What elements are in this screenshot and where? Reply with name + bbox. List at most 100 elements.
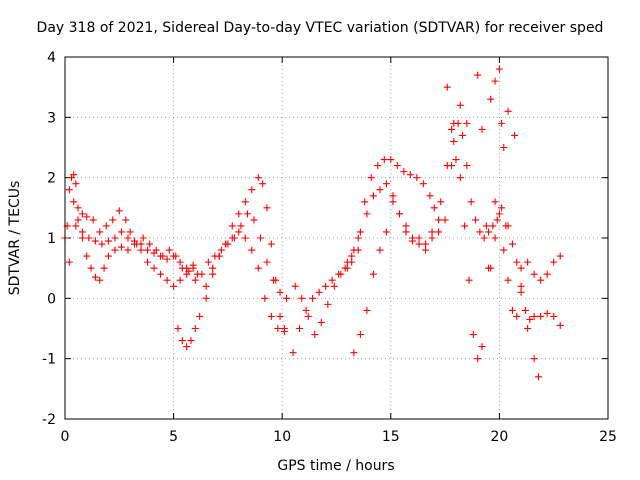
data-point	[87, 264, 95, 272]
data-point	[330, 282, 338, 290]
data-point	[144, 246, 152, 254]
data-point	[78, 234, 86, 242]
data-point	[517, 264, 525, 272]
data-point	[280, 328, 288, 336]
series-arc-i	[348, 101, 471, 260]
data-point	[74, 216, 82, 224]
data-point	[137, 246, 145, 254]
data-point	[508, 306, 516, 314]
data-point	[395, 210, 403, 218]
data-point	[400, 168, 408, 176]
data-point	[491, 77, 499, 85]
data-point	[174, 325, 182, 332]
data-point	[524, 258, 532, 266]
data-point	[241, 198, 249, 206]
data-point	[550, 312, 558, 320]
series-arc-a	[61, 171, 197, 275]
data-point	[435, 216, 443, 224]
data-point	[402, 222, 410, 230]
data-point	[91, 273, 99, 281]
data-point	[276, 288, 284, 296]
data-point	[550, 258, 558, 266]
data-point	[217, 246, 225, 254]
data-point	[448, 162, 456, 170]
data-point	[163, 255, 171, 263]
data-point	[517, 288, 525, 296]
data-point	[72, 180, 80, 188]
data-point	[274, 325, 282, 332]
chart-title: Day 318 of 2021, Sidereal Day-to-day VTE…	[37, 20, 604, 36]
data-point	[235, 228, 243, 236]
data-point	[296, 325, 304, 332]
data-point	[469, 331, 477, 339]
data-point	[450, 137, 458, 145]
data-point	[389, 192, 397, 200]
data-point	[235, 210, 243, 218]
data-point	[495, 210, 503, 218]
data-point	[537, 312, 545, 320]
y-tick-label: 4	[47, 50, 56, 66]
y-axis-label: SDTVAR / TECUs	[7, 181, 23, 296]
data-point	[513, 312, 521, 320]
data-point	[376, 246, 384, 254]
data-point	[117, 243, 125, 251]
data-point	[467, 198, 475, 206]
series-arc-f	[202, 228, 288, 336]
data-point	[315, 288, 323, 296]
data-point	[500, 246, 508, 254]
data-point	[124, 246, 132, 254]
data-point	[256, 234, 264, 242]
data-point	[409, 237, 417, 245]
data-point	[350, 246, 358, 254]
data-point	[222, 240, 230, 248]
plot-frame	[64, 56, 609, 420]
data-point	[183, 270, 191, 278]
data-point	[104, 237, 112, 245]
data-point	[96, 228, 104, 236]
data-point	[493, 216, 501, 224]
data-point	[530, 355, 538, 363]
data-point	[543, 270, 551, 278]
data-point	[415, 234, 423, 242]
data-point	[109, 216, 117, 224]
data-point	[441, 216, 449, 224]
data-point	[202, 282, 210, 290]
data-point	[191, 325, 199, 332]
data-point	[526, 315, 534, 323]
data-point	[115, 207, 123, 215]
data-point	[311, 331, 319, 339]
data-point	[491, 234, 499, 242]
data-point	[430, 204, 438, 212]
data-point	[126, 228, 134, 236]
data-point	[498, 204, 506, 212]
data-point	[393, 162, 401, 170]
series-arc-h	[291, 264, 351, 339]
data-point	[530, 312, 538, 320]
data-point	[374, 162, 382, 170]
data-point	[183, 264, 191, 272]
data-point	[241, 234, 249, 242]
data-point	[83, 213, 91, 221]
y-tick-label: 0	[47, 291, 56, 307]
data-point	[117, 228, 125, 236]
data-point	[150, 264, 158, 272]
series-arc-n	[487, 65, 564, 329]
data-point	[72, 222, 80, 230]
data-point	[498, 119, 506, 127]
series-arc-k	[350, 198, 443, 357]
data-point	[452, 156, 460, 164]
data-point	[157, 270, 165, 278]
data-point	[183, 343, 191, 351]
data-point	[70, 198, 78, 206]
data-point	[361, 198, 369, 206]
data-point	[254, 174, 262, 182]
data-point	[363, 306, 371, 314]
data-point	[187, 337, 195, 345]
data-point	[83, 252, 91, 260]
data-point	[189, 264, 197, 272]
data-point	[456, 174, 464, 182]
data-point	[89, 216, 97, 224]
data-point	[508, 240, 516, 248]
